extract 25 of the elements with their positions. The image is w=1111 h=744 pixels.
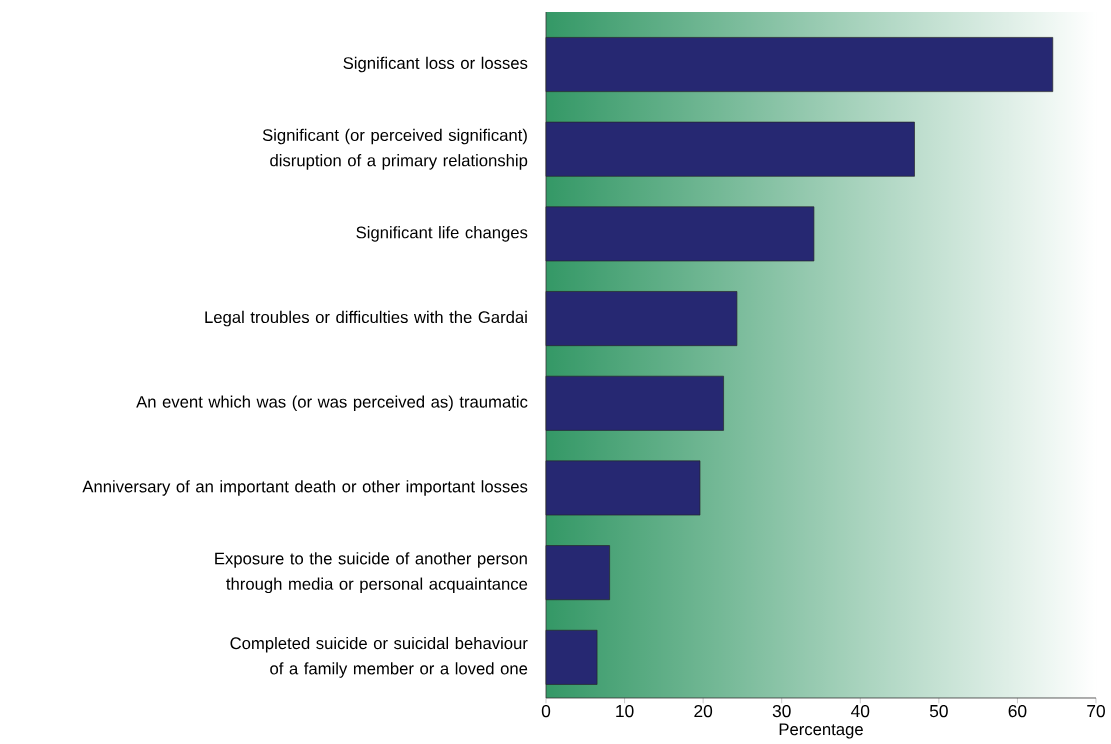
y-tick-label: Legal troubles or difficulties with the Gardai	[205, 310, 527, 327]
bar	[545, 121, 915, 177]
x-tick-label: 70	[1087, 704, 1105, 718]
y-tick-label: Significant life changes	[356, 226, 528, 242]
y-tick-label: Significant loss or losses	[343, 56, 528, 73]
x-tick-label: 40	[851, 704, 870, 718]
bar	[545, 291, 738, 347]
bar	[545, 629, 598, 685]
y-tick-label: Exposure to the suicide of another person through media or personal acquaintance	[215, 552, 528, 594]
bar	[545, 37, 1054, 92]
y-tick-label: Completed suicide or suicidal behaviour of a family member or a loved one	[230, 636, 528, 678]
x-tick-label: 10	[616, 704, 634, 718]
bar	[545, 375, 724, 431]
bar	[545, 206, 815, 262]
bar	[545, 460, 701, 516]
x-tick-label: 50	[929, 704, 948, 718]
x-tick-label: 30	[772, 704, 791, 718]
x-tick-label: 60	[1008, 704, 1027, 718]
y-tick-label: An event which was (or was perceived as) traumatic	[136, 395, 528, 412]
x-axis-title: Percentage	[779, 723, 863, 739]
y-tick-label: Anniversary of an important death or other important losses	[82, 480, 528, 496]
x-tick-label: 0	[541, 704, 551, 718]
y-tick-label: Significant (or perceived significant) disruption of a primary relationship	[262, 128, 528, 170]
x-tick-label: 20	[694, 704, 713, 718]
bar	[545, 545, 610, 601]
